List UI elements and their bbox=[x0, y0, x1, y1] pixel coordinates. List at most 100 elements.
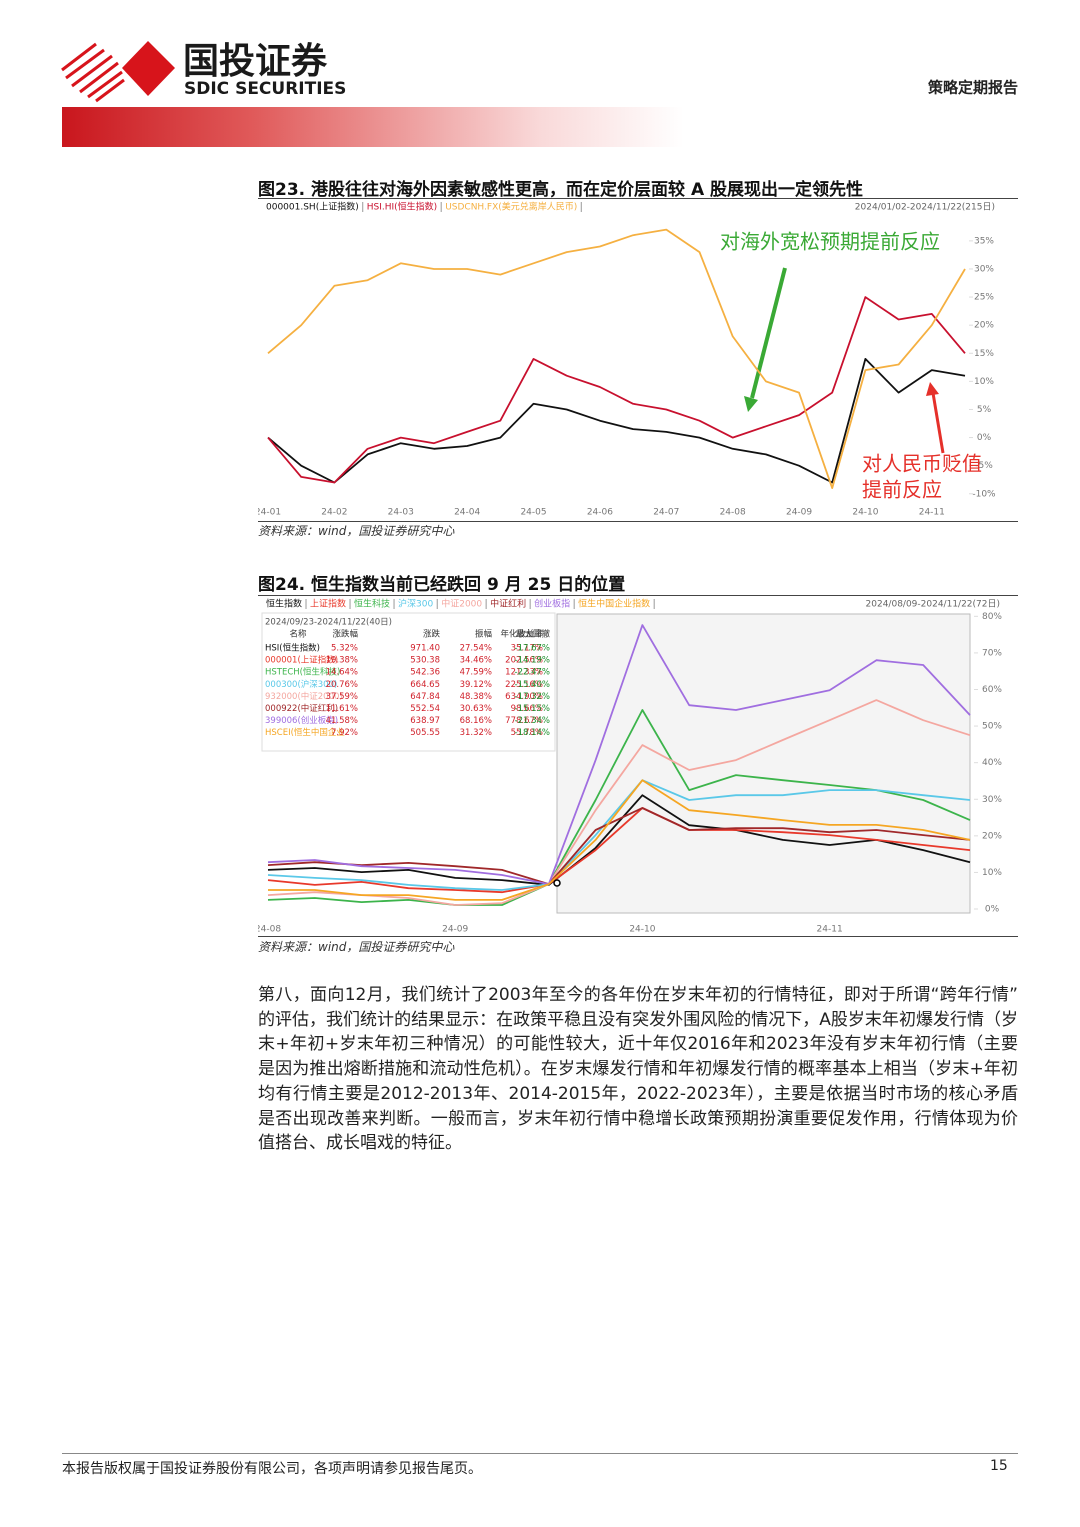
x-tick-label: 24-07 bbox=[653, 508, 679, 518]
legend-entry: USDCNH.FX(美元兑离岸人民币) bbox=[445, 201, 577, 213]
y-tick-label: 5% bbox=[977, 405, 992, 415]
table-cell: 5.32% bbox=[331, 644, 358, 654]
y-tick-label: 70% bbox=[982, 648, 1002, 658]
x-tick-label: 24-08 bbox=[258, 925, 281, 935]
table-cell: 55.78% bbox=[511, 728, 543, 738]
x-tick-label: 24-05 bbox=[520, 508, 546, 518]
table-cell: 664.65 bbox=[410, 680, 440, 690]
series-line bbox=[267, 779, 971, 891]
legend-entry: 上证指数 bbox=[310, 598, 346, 610]
table-cell: 37.59% bbox=[326, 692, 358, 702]
legend-entry: 中证红利 bbox=[490, 598, 526, 610]
table-cell: -21.34% bbox=[515, 716, 550, 726]
y-tick-label: 25% bbox=[974, 293, 994, 303]
table-cell: 399006(创业板指) bbox=[265, 715, 338, 726]
footer-rule bbox=[62, 1453, 1018, 1454]
x-tick-label: 24-02 bbox=[321, 508, 347, 518]
chart: -10% -5% 0% 5% 10% 15% 20% 25% 30% 35% 24-01 24-02 2… bbox=[258, 201, 996, 518]
report-type: 策略定期报告 bbox=[927, 79, 1018, 97]
table-cell: 202.56% bbox=[505, 656, 543, 666]
table-cell: 647.84 bbox=[410, 692, 440, 702]
table-cell: 552.54 bbox=[410, 704, 440, 714]
table-cell: 19.38% bbox=[326, 656, 358, 666]
table-cell: 971.40 bbox=[410, 644, 440, 654]
logo-en: SDIC SECURITIES bbox=[184, 79, 346, 99]
series-line bbox=[267, 358, 966, 484]
series-line bbox=[267, 624, 971, 885]
table-cell: -17.67% bbox=[515, 644, 550, 654]
y-tick-label: 0% bbox=[985, 905, 1000, 915]
table-cell: 30.63% bbox=[460, 704, 492, 714]
table-cell: 39.12% bbox=[460, 680, 492, 690]
series-line bbox=[268, 779, 971, 901]
legend-entry: 创业板指 bbox=[534, 598, 570, 610]
table-cell: 225.16% bbox=[505, 680, 543, 690]
table-header: 年化收益率 bbox=[500, 629, 543, 640]
legend-entry: 恒生指数 bbox=[266, 598, 302, 610]
x-tick-label: 24-10 bbox=[629, 925, 655, 935]
table-cell: HSI(恒生指数) bbox=[265, 643, 320, 654]
series-line bbox=[267, 794, 971, 886]
table-cell: 000001(上证指数) bbox=[265, 655, 338, 666]
y-tick-label: 60% bbox=[982, 685, 1002, 695]
y-tick-label: 50% bbox=[982, 722, 1002, 732]
table-period: 2024/09/23-2024/11/22(40日) bbox=[265, 618, 392, 628]
legend-entry: 中证2000 bbox=[441, 598, 482, 610]
table-cell: 68.16% bbox=[460, 716, 492, 726]
header-bar bbox=[62, 107, 1018, 147]
table-header: 名称 bbox=[289, 629, 307, 640]
table-cell: 530.38 bbox=[410, 656, 440, 666]
series-line bbox=[267, 709, 971, 906]
y-tick-label: 20% bbox=[974, 321, 994, 331]
annotation-arrows bbox=[744, 267, 945, 454]
x-tick-label: 24-04 bbox=[454, 508, 480, 518]
figure-frame bbox=[258, 595, 1018, 937]
logo-diamond bbox=[122, 41, 175, 96]
y-tick-label: 20% bbox=[982, 831, 1002, 841]
x-tick-label: 24-09 bbox=[442, 925, 468, 935]
table-cell: 14.64% bbox=[326, 668, 358, 678]
table-cell: 000922(中证红利) bbox=[265, 703, 338, 714]
legend-entry: 000001.SH(上证指数) bbox=[266, 201, 359, 213]
table-cell: HSCEI(恒生中国企业 bbox=[265, 727, 345, 738]
x-tick-label: 24-10 bbox=[852, 508, 878, 518]
series-line bbox=[267, 296, 966, 484]
annotation: 对人民币贬值 bbox=[862, 452, 982, 476]
table-cell: 121.33% bbox=[505, 668, 543, 678]
table-header: 涨跌 bbox=[423, 629, 441, 640]
figure-caption: 图23. 港股往往对海外因素敏感性更高，而在定价层面较 A 股展现出一定领先性 bbox=[258, 180, 864, 200]
table-cell: 11.61% bbox=[326, 704, 358, 714]
table-cell: -15.15% bbox=[515, 704, 550, 714]
stats-table-bg bbox=[261, 612, 556, 752]
y-tick-label: 35% bbox=[974, 236, 994, 246]
logo-cn: 国投证券 bbox=[183, 41, 328, 82]
y-tick-label: -10% bbox=[972, 489, 996, 499]
table-header: 振幅 bbox=[475, 629, 493, 640]
y-tick-label: 0% bbox=[977, 433, 992, 443]
y-tick-label: 30% bbox=[974, 264, 994, 274]
logo-mark bbox=[61, 42, 125, 103]
table-cell: 505.55 bbox=[410, 728, 440, 738]
annotation: 提前反应 bbox=[862, 478, 942, 502]
table-header: 涨跌幅 bbox=[332, 629, 358, 640]
y-tick-label: 15% bbox=[974, 349, 994, 359]
table-cell: 98.66% bbox=[511, 704, 543, 714]
table-cell: 27.54% bbox=[460, 644, 492, 654]
table-cell: 634.90% bbox=[505, 692, 543, 702]
x-tick-label: 24-06 bbox=[587, 508, 613, 518]
table-cell: -22.47% bbox=[515, 668, 550, 678]
table-cell: 35.17% bbox=[511, 644, 543, 654]
table-cell: 542.36 bbox=[410, 668, 440, 678]
y-tick-label: 10% bbox=[974, 377, 994, 387]
table-cell: 34.46% bbox=[460, 656, 492, 666]
date-range: 2024/08/09-2024/11/22(72日) bbox=[866, 599, 1000, 610]
table-cell: 778.67% bbox=[505, 716, 543, 726]
table-cell: 932000(中证2000) bbox=[265, 691, 343, 702]
y-tick-label: 80% bbox=[982, 612, 1002, 622]
series-line bbox=[267, 807, 971, 885]
table-cell: 638.97 bbox=[410, 716, 440, 726]
series-line bbox=[267, 228, 966, 489]
table-cell: HSTECH(恒生科技) bbox=[265, 667, 340, 678]
table-cell: 41.58% bbox=[326, 716, 358, 726]
